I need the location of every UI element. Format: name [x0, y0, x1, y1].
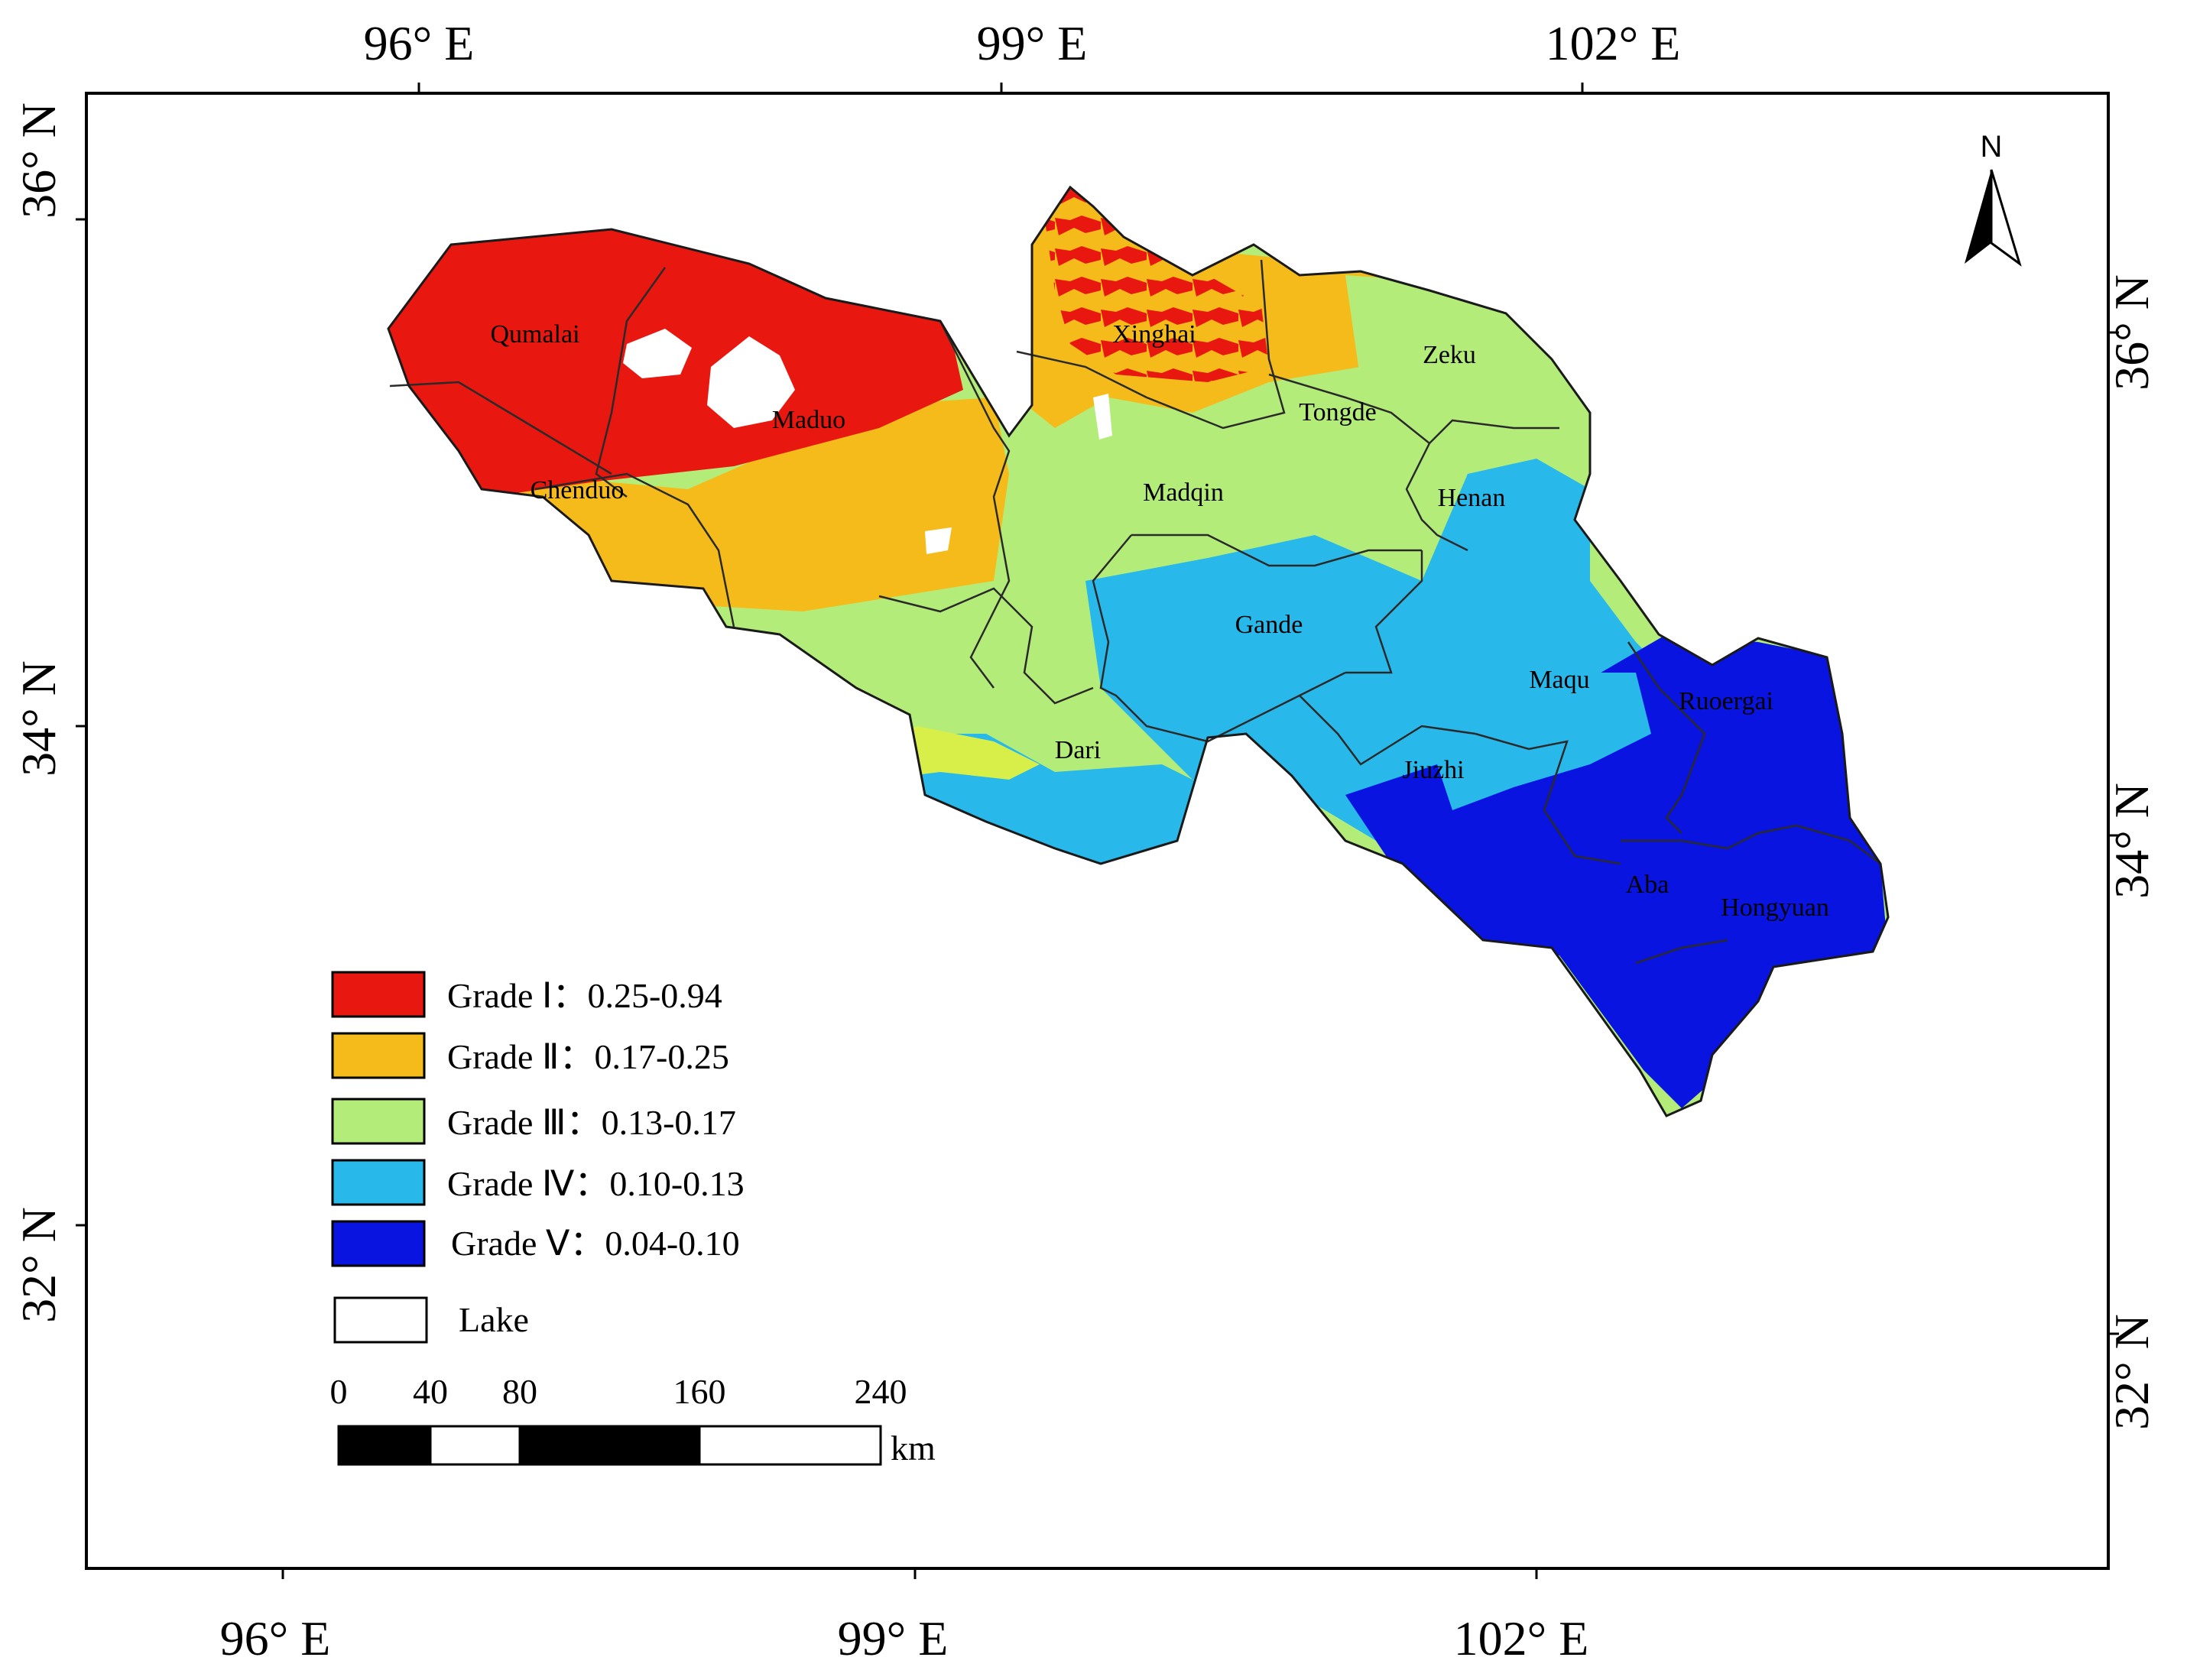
- legend-swatch-grade-3: [331, 1098, 426, 1145]
- lon-label-top-99: 99° E: [977, 16, 1088, 70]
- legend-label-grade-5: Grade Ⅴ：0.04-0.10: [451, 1224, 740, 1263]
- lake-2: [707, 336, 795, 428]
- legend-label-grade-1: Grade Ⅰ：0.25-0.94: [447, 976, 722, 1015]
- boundary-dari: [878, 587, 1094, 705]
- legend-swatch-grade-2: [331, 1032, 426, 1079]
- scale-tick-160: 160: [673, 1372, 726, 1411]
- lat-label-right-32: 32° N: [2104, 1314, 2159, 1430]
- boundary-aba-hongyuan: [1621, 824, 1881, 864]
- boundary-qumalai-chenduo: [389, 381, 612, 475]
- boundary-xinghai: [1016, 259, 1286, 430]
- legend-swatch-grade-4: [331, 1159, 426, 1206]
- county-boundaries: [389, 259, 1881, 965]
- scale-bar: 0 40 80 160 240 km: [330, 1372, 936, 1468]
- boundary-madqin-gande: [1131, 534, 1422, 567]
- county-label-tongde: Tongde: [1299, 398, 1377, 426]
- zone-grade-4-maqu-fringe: [1437, 673, 1651, 810]
- lake-3: [925, 527, 952, 554]
- county-label-maduo: Maduo: [772, 406, 845, 434]
- scale-segment-4: [698, 1425, 882, 1466]
- legend-swatch-grade-1: [331, 971, 426, 1018]
- county-label-qumalai: Qumalai: [490, 320, 579, 349]
- basin-outline: [387, 185, 1890, 1117]
- lat-label-left-34: 34° N: [11, 660, 66, 777]
- boundary-maduo-madqin: [939, 320, 1011, 689]
- legend-label-grade-4: Grade Ⅳ：0.10-0.13: [447, 1164, 745, 1203]
- boundary-gande: [1092, 534, 1346, 743]
- lon-label-top-96: 96° E: [364, 16, 475, 70]
- boundary-maqu-ruoergai: [1627, 641, 1706, 834]
- lat-label-left-36: 36° N: [11, 102, 66, 219]
- county-label-madqin: Madqin: [1143, 478, 1224, 507]
- lon-label-bottom-99: 99° E: [838, 1611, 949, 1665]
- lon-label-bottom-102: 102° E: [1454, 1611, 1589, 1665]
- legend: Grade Ⅰ：0.25-0.94 Grade Ⅱ：0.17-0.25 Grad…: [331, 971, 745, 1344]
- lake-4: [1093, 394, 1112, 439]
- legend-swatch-grade-5: [331, 1220, 426, 1267]
- county-label-ruoergai: Ruoergai: [1679, 687, 1773, 715]
- lon-label-top-102: 102° E: [1546, 16, 1681, 70]
- boundary-dari-jiuzhi: [1299, 695, 1476, 766]
- lake-1: [623, 329, 692, 378]
- legend-label-lake: Lake: [459, 1300, 529, 1339]
- north-arrow-label: N: [1981, 130, 2003, 164]
- county-label-jiuzhi: Jiuzhi: [1402, 756, 1464, 784]
- scale-segment-1: [337, 1425, 432, 1466]
- legend-label-grade-3: Grade Ⅲ：0.13-0.17: [447, 1103, 736, 1142]
- grade-raster: [388, 187, 1888, 1116]
- zone-grade-1-north: [1040, 187, 1269, 382]
- north-arrow: N: [1965, 130, 2022, 267]
- scale-segment-2: [429, 1425, 521, 1466]
- lat-label-right-34: 34° N: [2104, 783, 2159, 899]
- county-label-maqu: Maqu: [1529, 666, 1589, 694]
- boundary-hongyuan-south: [1635, 939, 1728, 965]
- scale-segment-3: [518, 1425, 701, 1466]
- scale-unit: km: [891, 1429, 936, 1468]
- county-label-xinghai: Xinghai: [1112, 320, 1196, 349]
- scale-tick-240: 240: [855, 1372, 907, 1411]
- county-label-hongyuan: Hongyuan: [1721, 894, 1829, 922]
- boundary-jiuzhi-aba: [1475, 732, 1621, 865]
- boundary-qumalai-maduo: [595, 267, 667, 498]
- map-frame: [85, 92, 2110, 1570]
- scale-tick-40: 40: [413, 1372, 448, 1411]
- county-label-dari: Dari: [1055, 736, 1101, 764]
- county-label-chenduo: Chenduo: [531, 476, 625, 504]
- boundary-tongde-henan: [1405, 443, 1468, 552]
- boundary-gande-maqu: [1345, 550, 1423, 674]
- county-label-henan: Henan: [1438, 484, 1506, 512]
- scale-tick-0: 0: [330, 1372, 348, 1411]
- county-label-gande: Gande: [1235, 611, 1303, 639]
- legend-swatch-lake: [333, 1296, 428, 1344]
- lon-label-bottom-96: 96° E: [220, 1611, 331, 1665]
- lat-label-right-36: 36° N: [2104, 274, 2159, 391]
- lat-label-left-32: 32° N: [11, 1207, 66, 1323]
- north-arrow-icon: [1965, 169, 2022, 267]
- boundary-chenduo-maduo: [534, 472, 735, 628]
- scale-tick-80: 80: [502, 1372, 537, 1411]
- county-label-aba: Aba: [1626, 871, 1669, 899]
- legend-label-grade-2: Grade Ⅱ：0.17-0.25: [447, 1037, 729, 1076]
- county-label-zeku: Zeku: [1423, 341, 1476, 369]
